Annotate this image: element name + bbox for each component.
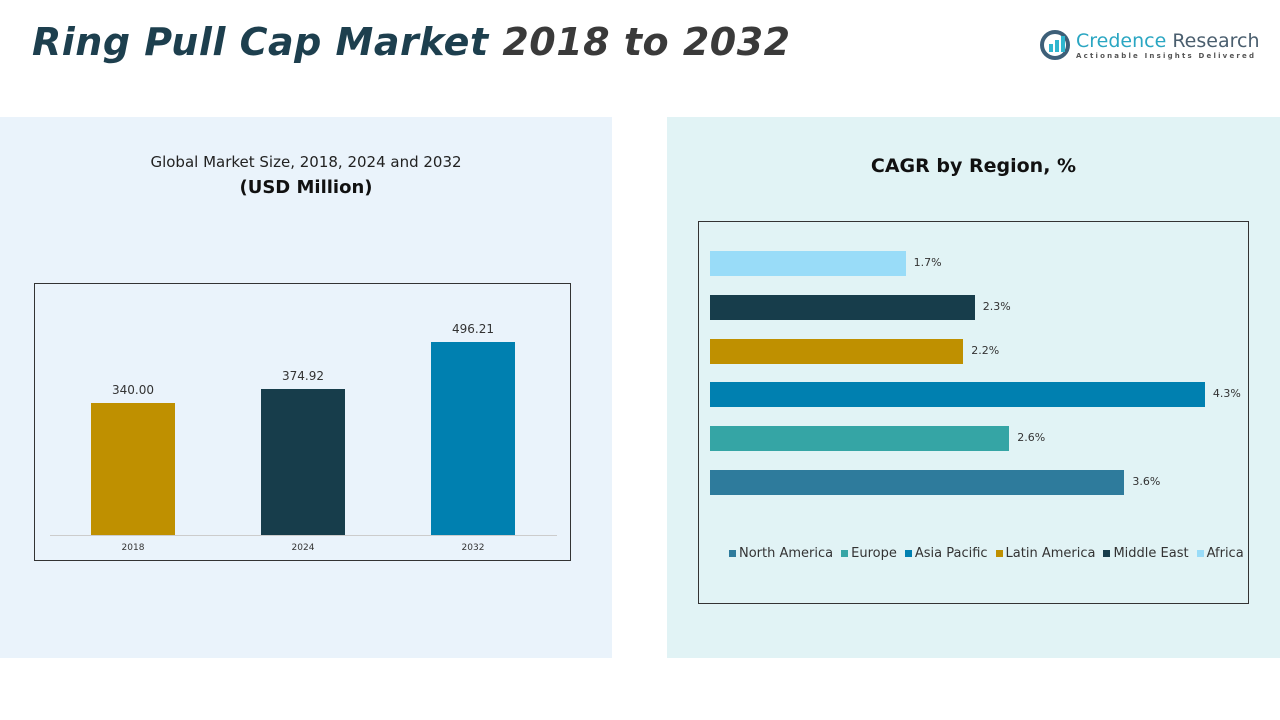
bar-2018 [91,402,175,535]
cagr-chart [698,221,1249,604]
legend-label: Middle East [1113,546,1189,561]
data-label: 2.3% [982,299,1011,313]
legend-item: Asia Pacific [904,546,988,561]
tick-label: 2024 [291,543,315,553]
logo-tagline: Actionable Insights Delivered [1076,52,1257,60]
title-years: 2018 to 2032 [502,20,791,64]
data-label: 3.6% [1132,475,1161,488]
legend-swatch [904,550,912,557]
bar-2024 [261,389,345,535]
legend-swatch [995,550,1003,557]
data-label: 2.2% [971,343,1000,357]
tick-label: 2018 [121,543,145,553]
logo-icon [1040,30,1070,60]
legend-item: North America [729,546,833,561]
data-label: 374.92 [282,369,324,384]
bar-2032 [431,341,515,535]
market-size-chart [34,283,571,561]
legend-label: Europe [851,546,897,561]
bar-middle-east [710,294,975,320]
legend-swatch [1103,550,1111,557]
tick-label: 2032 [461,543,485,553]
cagr-legend: North America Europe Asia Pacific Latin Ame… [729,546,1244,561]
data-label: 496.21 [452,321,494,336]
legend-item: Middle East [1103,546,1189,561]
data-label: 340.00 [112,382,154,397]
bar-latin-america [710,338,964,364]
legend-label: Africa [1206,546,1244,561]
market-size-subtitle: (USD Million) [239,177,373,198]
cagr-title: CAGR by Region, % [870,155,1077,177]
bar-asia-pacific [710,382,1205,408]
bar-africa [710,251,906,276]
legend-item: Europe [841,546,897,561]
logo-name-b: Research [1172,30,1260,52]
logo: Credence Research Actionable Insights De… [1040,30,1259,60]
bar-europe [710,426,1010,452]
legend-label: North America [739,546,834,561]
data-label: 2.6% [1017,431,1046,445]
market-size-title: Global Market Size, 2018, 2024 and 2032 [150,153,462,171]
logo-name-a: Credence [1076,30,1167,52]
legend-item: Africa [1196,546,1244,561]
legend-swatch [729,550,736,557]
page-title: Ring Pull Cap Market 2018 to 2032 [32,20,791,64]
bar-north-america [710,470,1125,495]
legend-item: Latin America [995,546,1096,561]
data-label: 1.7% [913,256,942,269]
data-label: 4.3% [1212,387,1241,401]
title-main: Ring Pull Cap Market [32,20,489,64]
legend-swatch [1196,550,1204,557]
legend-label: Latin America [1005,546,1096,561]
legend-label: Asia Pacific [914,546,988,561]
x-axis-line [50,535,557,536]
legend-swatch [841,550,849,557]
